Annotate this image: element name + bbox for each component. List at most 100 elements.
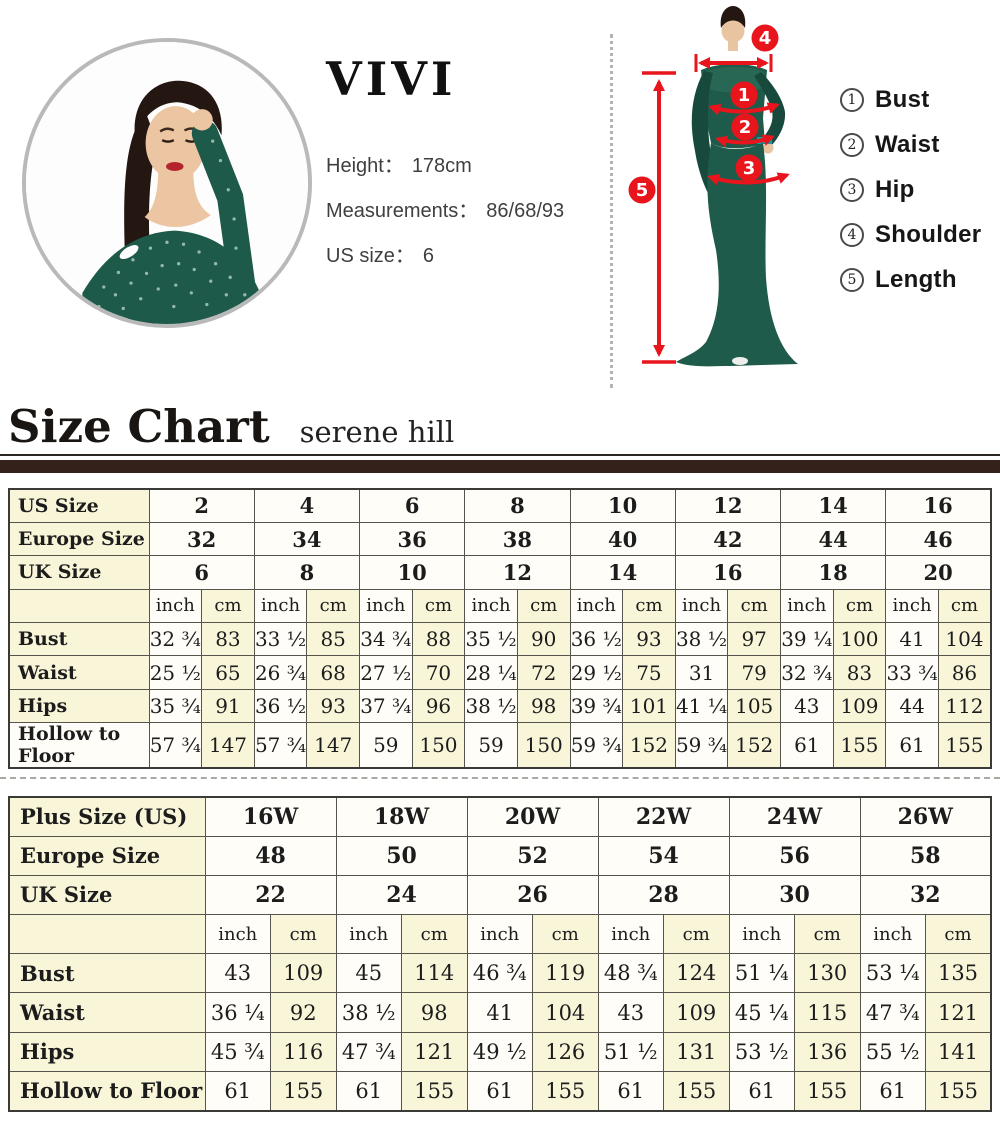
inch-value-cell: 38 ½ <box>464 688 518 724</box>
size-cell: 16W <box>204 796 337 837</box>
spec-label: Measurements： <box>326 200 479 222</box>
spec-value: 178cm <box>411 155 472 177</box>
row-label: Europe Size <box>8 521 150 557</box>
inch-value-cell: 38 ½ <box>674 622 729 657</box>
figure-right-hand <box>762 142 774 154</box>
inch-value-cell: 39 ¼ <box>780 622 834 657</box>
measurement-point-badges: 1 2 3 4 5 <box>628 24 779 204</box>
cm-value-cell: 155 <box>832 722 887 769</box>
model-info-block: VIVI Height： 178cm Measurements： 86/68/93 … <box>326 52 596 267</box>
inch-value-cell: 41 <box>466 992 533 1033</box>
unit-cm-cell: cm <box>306 588 360 624</box>
unit-row: inch cm inch cm inch cm inch cm inch cm inch cm <box>8 914 992 955</box>
size-cell: 14 <box>569 555 676 590</box>
cm-value-cell: 109 <box>832 688 887 724</box>
model-portrait-graphic <box>26 42 308 324</box>
size-cell: 52 <box>466 835 599 876</box>
inch-value-cell: 46 ¾ <box>466 953 533 994</box>
size-cell: 4 <box>253 488 361 523</box>
unit-cm-cell: cm <box>270 914 337 955</box>
inch-value-cell: 35 ½ <box>464 622 518 657</box>
cm-value-cell: 155 <box>937 722 992 769</box>
spec-value: 86/68/93 <box>486 200 565 222</box>
legend-label: Hip <box>875 176 915 203</box>
shoulder-cutout <box>119 245 139 260</box>
cm-value-cell: 115 <box>794 992 861 1033</box>
unit-inch-cell: inch <box>204 914 271 955</box>
unit-cm-cell: cm <box>925 914 992 955</box>
size-cell: 10 <box>358 555 466 590</box>
inch-value-cell: 53 ¼ <box>859 953 926 994</box>
cm-value-cell: 88 <box>411 622 466 657</box>
unit-inch-cell: inch <box>674 588 729 624</box>
cm-value-cell: 155 <box>401 1070 468 1112</box>
left-eye <box>161 139 175 143</box>
cm-value-cell: 90 <box>516 622 571 657</box>
inch-value-cell: 33 ¾ <box>885 655 939 690</box>
cm-value-cell: 93 <box>622 622 676 657</box>
spec-label: US size： <box>326 245 415 267</box>
inch-value-cell: 49 ½ <box>466 1031 533 1072</box>
dress-model-figure <box>676 6 798 367</box>
unit-inch-cell: inch <box>597 914 664 955</box>
size-cell: 8 <box>253 555 361 590</box>
size-cell: 54 <box>597 835 730 876</box>
left-eyebrow <box>159 127 175 133</box>
tables-dashed-divider <box>0 777 1000 779</box>
spec-us-size: US size： 6 <box>326 234 606 279</box>
row-label: Waist <box>8 655 150 690</box>
inch-value-cell: 41 ¼ <box>674 688 729 724</box>
measure-row: Waist 25 ½ 65 26 ¾ 68 27 ½ 70 28 ¼ 72 29 ½ 75 31 79 3… <box>8 655 992 690</box>
size-row: Plus Size (US) 16W 18W 20W 22W 24W 26W <box>8 796 992 837</box>
size-cell: 20W <box>466 796 599 837</box>
legend-number-icon: 2 <box>840 133 864 157</box>
inch-value-cell: 26 ¾ <box>253 655 308 690</box>
unit-inch-cell: inch <box>466 914 533 955</box>
inch-value-cell: 33 ½ <box>253 622 308 657</box>
inch-value-cell: 43 <box>597 992 664 1033</box>
unit-inch-cell: inch <box>569 588 624 624</box>
size-row: Europe Size 32 34 36 38 40 42 44 46 <box>8 521 992 557</box>
unit-inch-cell: inch <box>253 588 308 624</box>
cm-value-cell: 104 <box>937 622 992 657</box>
size-chart-title: Size Chart <box>8 400 270 453</box>
inch-value-cell: 43 <box>780 688 834 724</box>
size-cell: 12 <box>464 555 571 590</box>
cm-value-cell: 105 <box>727 688 781 724</box>
cm-value-cell: 135 <box>925 953 992 994</box>
spec-label: Height： <box>326 155 404 177</box>
size-cell: 50 <box>335 835 468 876</box>
unit-cm-cell: cm <box>411 588 466 624</box>
row-label: US Size <box>8 488 150 523</box>
row-label: Plus Size (US) <box>8 796 206 837</box>
cm-value-cell: 70 <box>411 655 466 690</box>
figure-left-sleeve <box>691 71 722 197</box>
legend-item-shoulder: 4 Shoulder <box>840 221 981 249</box>
cm-value-cell: 155 <box>532 1070 599 1112</box>
legend-number-icon: 1 <box>840 88 864 112</box>
cm-value-cell: 93 <box>306 688 360 724</box>
inch-value-cell: 61 <box>335 1070 402 1112</box>
unit-inch-cell: inch <box>335 914 402 955</box>
measure-point-5-icon <box>628 176 656 204</box>
size-cell: 42 <box>674 521 782 557</box>
unit-cm-cell: cm <box>727 588 781 624</box>
inch-value-cell: 59 ¾ <box>569 722 624 769</box>
legend-item-length: 5 Length <box>840 266 981 294</box>
cm-value-cell: 116 <box>270 1031 337 1072</box>
row-label: UK Size <box>8 874 206 916</box>
inch-value-cell: 25 ½ <box>148 655 203 690</box>
lips <box>166 161 184 171</box>
size-cell: 48 <box>204 835 337 876</box>
legend-item-bust: 1 Bust <box>840 86 981 114</box>
measurement-figure-graphic: 1 2 3 4 5 <box>628 6 798 367</box>
inch-value-cell: 61 <box>466 1070 533 1112</box>
row-label: Bust <box>8 622 150 657</box>
unit-cm-cell: cm <box>401 914 468 955</box>
size-row: UK Size 6 8 10 12 14 16 18 20 <box>8 555 992 590</box>
measure-point-number: 5 <box>636 180 649 201</box>
cm-value-cell: 83 <box>201 622 255 657</box>
legend-label: Length <box>875 266 957 293</box>
